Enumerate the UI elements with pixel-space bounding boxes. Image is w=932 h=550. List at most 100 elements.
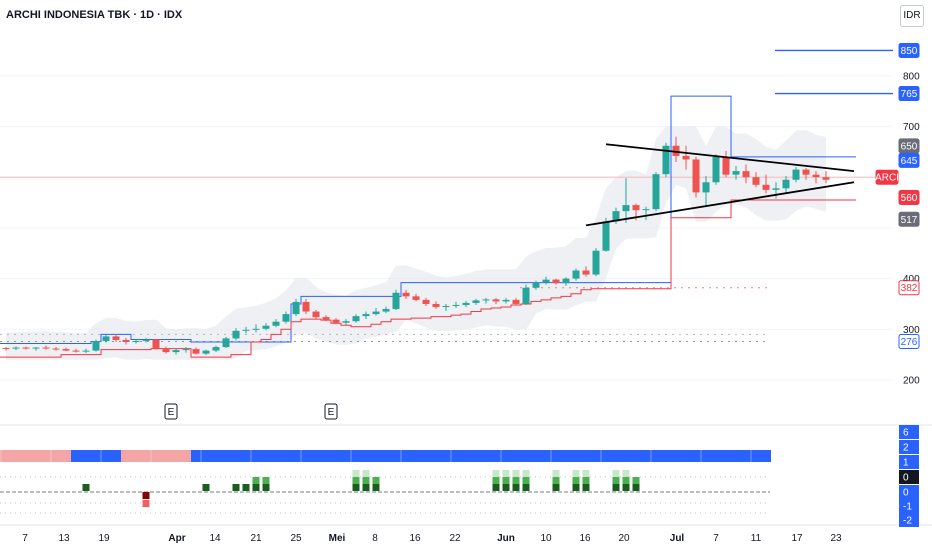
candle <box>402 289 410 299</box>
candle-body <box>112 336 120 340</box>
candle-body <box>302 301 310 312</box>
indicator-bar <box>582 484 590 491</box>
indicator-bar <box>492 470 500 477</box>
candle-body <box>762 184 770 190</box>
indicator-bar <box>632 484 640 491</box>
indicator-tick: 2 <box>899 440 919 454</box>
candle-body <box>812 174 820 178</box>
price-label-box <box>898 152 920 168</box>
candle-body <box>92 340 100 351</box>
candle <box>282 311 290 324</box>
candle <box>802 168 810 180</box>
candle <box>792 167 800 183</box>
indicator-bar <box>352 477 360 484</box>
candle <box>782 176 790 193</box>
candle <box>522 284 530 305</box>
price-label-box <box>898 189 920 205</box>
y-tick-label: 800 <box>903 71 920 82</box>
candle-body <box>182 349 190 351</box>
indicator-tick-box <box>899 455 919 469</box>
indicator-tick: -2 <box>899 513 919 527</box>
candle <box>702 176 710 206</box>
candle-body <box>462 302 470 305</box>
x-tick-label: Jul <box>670 533 685 544</box>
candle <box>812 171 820 184</box>
candle <box>722 150 730 178</box>
candle <box>272 319 280 328</box>
triangle-upper-line <box>605 143 855 173</box>
candle <box>642 206 650 221</box>
candle <box>342 319 350 326</box>
candle <box>302 298 310 315</box>
x-tick-label: 16 <box>409 533 421 544</box>
candle <box>322 315 330 322</box>
price-label-382: 382 <box>898 280 920 296</box>
indicator-bar <box>202 484 210 491</box>
candle-body <box>622 205 630 212</box>
candle-body <box>362 314 370 317</box>
indicator-tick-label: -2 <box>903 516 912 527</box>
candle <box>242 326 250 334</box>
candle-body <box>252 328 260 330</box>
candle-body <box>502 299 510 302</box>
candle-body <box>222 338 230 348</box>
indicator-tick: 0 <box>899 485 919 499</box>
x-tick-label: 19 <box>98 533 110 544</box>
indicator-bar <box>522 477 530 484</box>
indicator-bar <box>622 477 630 484</box>
candle <box>412 293 420 302</box>
price-label-text: 560 <box>901 193 918 204</box>
candle <box>552 278 560 285</box>
x-tick-label: Apr <box>168 533 185 544</box>
indicator-bar <box>512 470 520 477</box>
indicator-bar <box>262 484 270 491</box>
indicator-bar <box>492 484 500 491</box>
indicator-tick-box <box>899 499 919 513</box>
indicator-bar <box>352 470 360 477</box>
candle-body <box>402 292 410 297</box>
candle-body <box>22 347 30 349</box>
candle-body <box>602 221 610 251</box>
earnings-label: E <box>168 407 175 418</box>
indicator-bar <box>632 477 640 484</box>
indicator-bar <box>232 484 240 491</box>
price-label-765: 765 <box>898 86 920 102</box>
indicator-bar <box>372 484 380 491</box>
currency-button[interactable]: IDR <box>900 5 924 27</box>
candle <box>332 318 340 325</box>
price-label-box <box>898 280 920 296</box>
indicator-bar <box>622 484 630 491</box>
y-tick-label: 400 <box>903 274 920 285</box>
candle <box>692 156 700 198</box>
candle-body <box>702 182 710 193</box>
price-label-276: 276 <box>898 333 920 349</box>
x-tick-label: 13 <box>58 533 70 544</box>
candle-body <box>232 330 240 339</box>
price-label-text: 517 <box>901 215 918 226</box>
candle-body <box>592 250 600 275</box>
candle <box>492 297 500 304</box>
indicator-bar <box>502 477 510 484</box>
candle <box>672 136 680 162</box>
indicator-tick: 6 <box>899 425 919 439</box>
indicator-bar <box>82 484 90 491</box>
candle <box>592 248 600 277</box>
candle-body <box>382 309 390 312</box>
candle-body <box>212 347 220 351</box>
indicator-bar-negative <box>142 492 150 499</box>
x-tick-label: Jun <box>497 533 515 544</box>
indicator-bar <box>552 484 560 491</box>
candle <box>162 346 170 354</box>
candle-body <box>312 311 320 318</box>
candle <box>32 347 40 351</box>
price-label-text: ARCI <box>875 173 899 184</box>
candle <box>512 297 520 305</box>
indicator-bar <box>612 484 620 491</box>
earnings-marker: E <box>164 403 178 420</box>
indicator-tick-label: -1 <box>903 502 912 513</box>
candle-body <box>742 171 750 178</box>
candle-body <box>782 179 790 189</box>
indicator-bar <box>362 470 370 477</box>
indicator-bar <box>612 470 620 477</box>
